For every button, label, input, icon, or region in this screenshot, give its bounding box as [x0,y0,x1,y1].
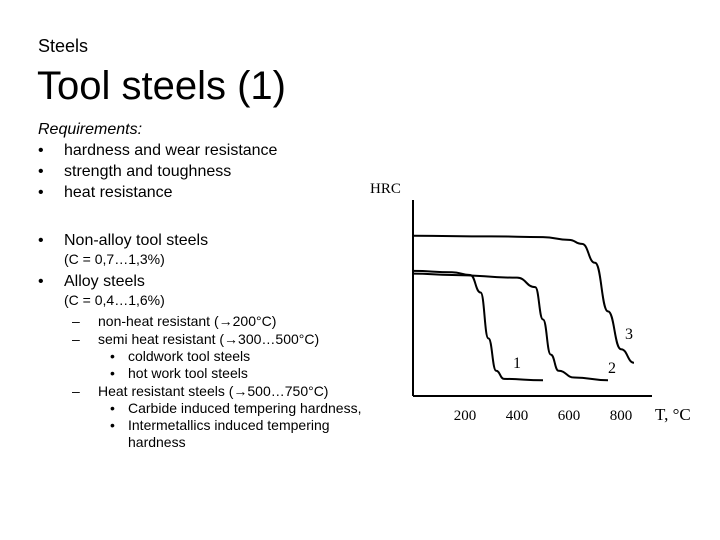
alloy-subsubitem: • hot work tool steels [38,365,378,382]
requirement-text: strength and toughness [64,163,232,180]
requirement-item: • hardness and wear resistance [38,140,378,161]
dash-icon: – [72,313,80,329]
chart-series [412,234,635,382]
bullet-icon: • [38,232,44,249]
alloy-subsubitem-text: hot work tool steels [128,365,248,381]
non-alloy-item: • Non-alloy tool steels [38,230,378,251]
alloy-label: Alloy steels [64,273,145,290]
chart-axes [412,200,652,397]
requirement-item: • heat resistance [38,182,378,203]
bullet-icon: • [38,163,44,180]
x-axis-label: T, °C [655,405,691,424]
bullet-icon: • [110,348,115,364]
alloy-subsubitem-text: coldwork tool steels [128,348,251,364]
slide-subtitle: Steels [38,36,89,56]
alloy-subitem: – non-heat resistant (→200°C) [38,312,378,330]
x-tick-label: 400 [506,408,529,424]
alloy-subsubitem-text: Carbide induced tempering hardness, [128,400,362,416]
bullet-icon: • [110,365,115,381]
bullet-icon: • [38,184,44,201]
alloy-carbon: (C = 0,4…1,6%) [64,292,165,308]
alloy-subitem: – Heat resistant steels (→500…750°C) [38,382,378,400]
series-label-2: 2 [608,360,616,377]
x-tick-label: 600 [558,408,581,424]
slide-content: Requirements: • hardness and wear resista… [38,120,378,451]
alloy-subsubitem: • Intermetallics induced tempering hardne… [38,417,378,451]
series-label-1: 1 [513,355,521,372]
x-tick-label: 200 [454,408,477,424]
alloy-subsubitem: • coldwork tool steels [38,348,378,365]
x-tick-label: 800 [610,408,633,424]
alloy-subitem-text: non-heat resistant (→200°C) [98,313,277,329]
bullet-icon: • [110,400,115,416]
dash-icon: – [72,331,80,347]
series-line-1 [412,269,544,382]
series-labels: 1 23 [513,326,633,377]
alloy-subitem: – semi heat resistant (→300…500°C) [38,330,378,348]
series-label-3: 3 [625,326,633,343]
requirement-item: • strength and toughness [38,161,378,182]
alloy-subsubitem: • Carbide induced tempering hardness, [38,400,378,417]
bullet-icon: • [38,273,44,290]
requirement-text: heat resistance [64,184,173,201]
alloy-subitem-text: semi heat resistant (→300…500°C) [98,331,320,347]
bullet-icon: • [110,417,115,433]
bullet-icon: • [38,142,44,159]
requirement-text: hardness and wear resistance [64,142,278,159]
alloy-subsubitem-text: Intermetallics induced tempering hardnes… [128,417,330,450]
slide-title: Tool steels (1) [37,64,286,108]
series-line-3 [412,234,635,364]
non-alloy-carbon: (C = 0,7…1,3%) [64,251,165,267]
alloy-subitem-text: Heat resistant steels (→500…750°C) [98,383,329,399]
alloy-item: • Alloy steels [38,271,378,292]
non-alloy-label: Non-alloy tool steels [64,232,209,249]
dash-icon: – [72,383,80,399]
series-line-2 [412,272,609,382]
y-axis-label: HRC [370,181,401,197]
requirements-label: Requirements: [38,121,143,138]
x-tick-labels: 200 400 600 800 [454,408,633,424]
